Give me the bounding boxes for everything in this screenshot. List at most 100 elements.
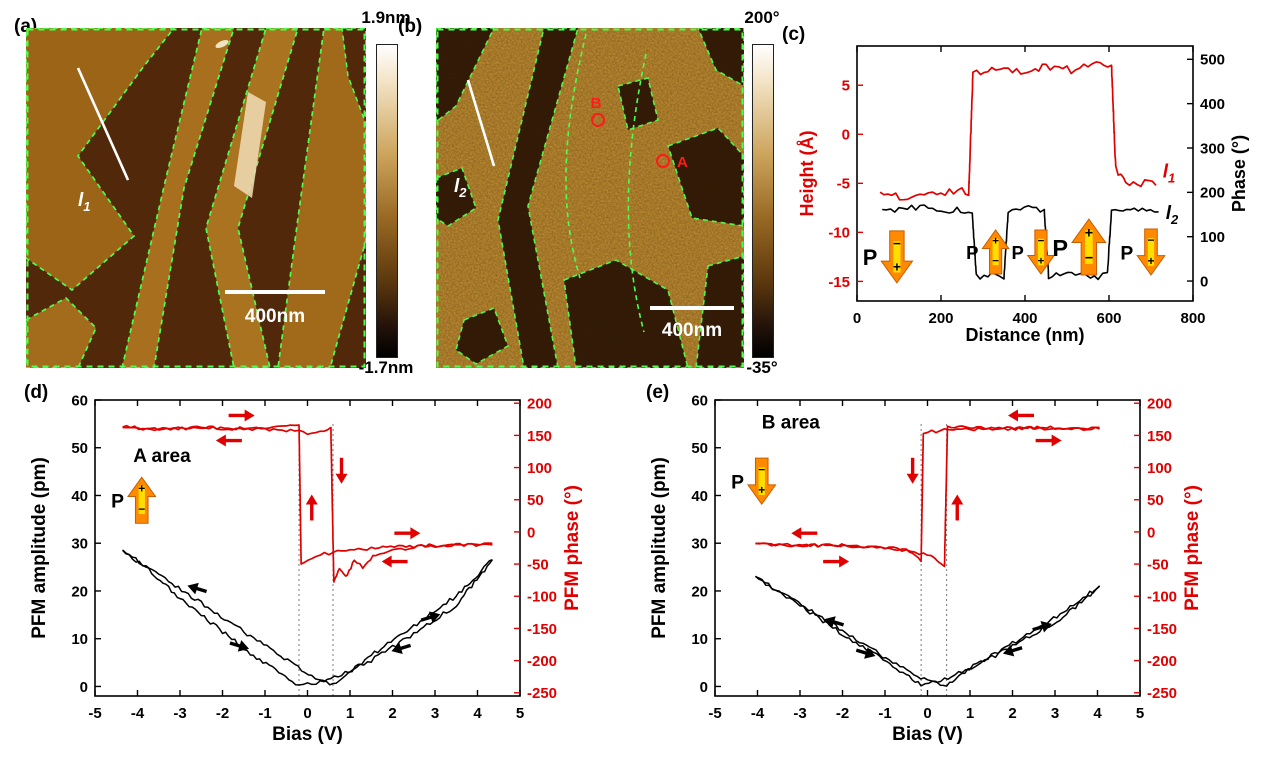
phase-colorbar-min: -35° xyxy=(746,358,778,377)
polarization-bar xyxy=(1084,230,1093,264)
bright-terrace xyxy=(234,92,266,198)
left-tick-label: 60 xyxy=(691,392,708,409)
sweep-direction-arrow xyxy=(228,409,255,422)
sweep-direction-arrow xyxy=(394,527,421,540)
polarization-down-icon: +−P xyxy=(863,230,914,284)
domain-outline xyxy=(277,28,366,368)
left-axis-title: Height (Å) xyxy=(797,131,817,217)
x-tick-label: 4 xyxy=(1093,705,1102,722)
sweep-direction-arrow xyxy=(1035,434,1062,447)
sweep-direction-arrow xyxy=(906,457,919,484)
right-tick-label: 300 xyxy=(1200,140,1225,157)
x-tick-label: -1 xyxy=(878,705,891,722)
polarization-down-icon: +−P xyxy=(1120,228,1166,276)
left-tick-label: 0 xyxy=(700,679,708,696)
domain-outline xyxy=(26,296,98,368)
plot-frame xyxy=(714,399,1141,697)
left-tick-label: 20 xyxy=(691,583,708,600)
reversed-domain-outline xyxy=(436,28,495,124)
left-tick-label: 0 xyxy=(80,679,88,696)
series-amp_fwd xyxy=(754,575,1101,687)
left-tick-label: 40 xyxy=(71,488,88,505)
minus-sign: − xyxy=(138,502,145,516)
panel-c-label: (c) xyxy=(782,24,806,45)
series-amp_fwd xyxy=(122,549,493,686)
plot-frame xyxy=(94,399,521,697)
line-cut-l1 xyxy=(76,67,130,181)
domain-outline xyxy=(26,28,176,292)
sweep-direction-arrow xyxy=(229,640,250,652)
left-axis-title: PFM amplitude (pm) xyxy=(29,457,50,639)
right-tick-label: -200 xyxy=(1147,653,1177,670)
x-tick-label: 3 xyxy=(1051,705,1059,722)
marker-b-circle xyxy=(591,113,605,127)
right-axis-title: Phase (°) xyxy=(1229,135,1249,212)
x-tick-label: -4 xyxy=(131,705,145,722)
height-colorbar-max: 1.9nm xyxy=(361,8,411,27)
p-label: P xyxy=(1011,242,1023,263)
polarization-bar xyxy=(138,486,145,515)
sweep-direction-arrow xyxy=(824,616,845,628)
right-tick-label: 0 xyxy=(527,524,535,541)
phase-colorbar xyxy=(752,44,774,358)
x-tick-label: 0 xyxy=(853,310,861,327)
p-label: P xyxy=(1052,235,1068,261)
minus-sign: − xyxy=(1148,233,1155,247)
image-border xyxy=(26,28,366,368)
x-tick-label: -4 xyxy=(751,705,765,722)
pfm-phase-image: l2 B A 400nm xyxy=(436,28,744,368)
panel-e-label: (e) xyxy=(646,382,670,403)
right-tick-label: -100 xyxy=(1147,589,1177,606)
series-amp_rev xyxy=(122,549,494,686)
polarization-bar xyxy=(758,467,765,495)
reversed-domain-outline xyxy=(436,166,477,227)
phase-colorbar-max: 200° xyxy=(744,8,780,27)
x-tick-label: 1 xyxy=(966,705,974,722)
polarization-up-icon: + −P xyxy=(111,476,157,524)
right-tick-label: 0 xyxy=(1200,273,1208,290)
line-profile-chart: l1 l2 0 200 400 600 800 5 0 -5 -10 -15 500 400 300 200 1… xyxy=(797,45,1249,345)
series-phase_rev xyxy=(122,424,493,565)
domain-boundary xyxy=(627,53,647,333)
right-tick-label: 200 xyxy=(1200,185,1225,202)
series-phase_rev xyxy=(755,425,1100,563)
x-tick-label: -2 xyxy=(216,705,229,722)
series-l1_height xyxy=(879,61,1157,201)
right-tick-label: 500 xyxy=(1200,52,1225,69)
right-tick-label: 100 xyxy=(1200,229,1225,246)
sweep-direction-arrow xyxy=(1008,409,1034,422)
line-cut-label: l2 xyxy=(1166,203,1179,227)
marker-a-circle xyxy=(656,154,670,168)
sweep-direction-arrow xyxy=(1032,621,1052,633)
sweep-direction-arrow xyxy=(187,582,208,595)
reversed-domain-outline xyxy=(695,255,744,368)
sweep-direction-arrow xyxy=(381,555,408,568)
right-tick-label: -250 xyxy=(527,685,557,702)
x-tick-label: 2 xyxy=(1008,705,1016,722)
polarization-bar xyxy=(1147,238,1155,266)
height-colorbar xyxy=(376,44,398,358)
x-tick-label: 4 xyxy=(473,705,482,722)
domain-outline xyxy=(341,28,366,125)
height-colorbar-min: -1.7nm xyxy=(358,358,414,377)
reversed-domain-outline xyxy=(497,28,579,368)
sweep-direction-arrow xyxy=(305,494,318,521)
p-label: P xyxy=(966,242,978,263)
line-cut-label: l1 xyxy=(78,190,91,214)
line-cut-label: l2 xyxy=(454,176,467,200)
right-tick-label: 200 xyxy=(1147,396,1172,413)
series-amp_rev xyxy=(755,575,1101,687)
right-tick-label: 50 xyxy=(1147,492,1164,509)
x-axis-title: Bias (V) xyxy=(892,724,963,745)
p-label: P xyxy=(1120,243,1133,264)
x-tick-label: 800 xyxy=(1180,310,1205,327)
right-tick-label: 100 xyxy=(1147,460,1172,477)
domain-outline xyxy=(121,28,235,368)
right-tick-label: -150 xyxy=(1147,621,1177,638)
right-tick-label: 150 xyxy=(1147,428,1172,445)
right-tick-label: -250 xyxy=(1147,685,1177,702)
plus-sign: + xyxy=(992,235,999,247)
x-tick-label: 600 xyxy=(1096,310,1121,327)
right-tick-label: 50 xyxy=(527,492,544,509)
